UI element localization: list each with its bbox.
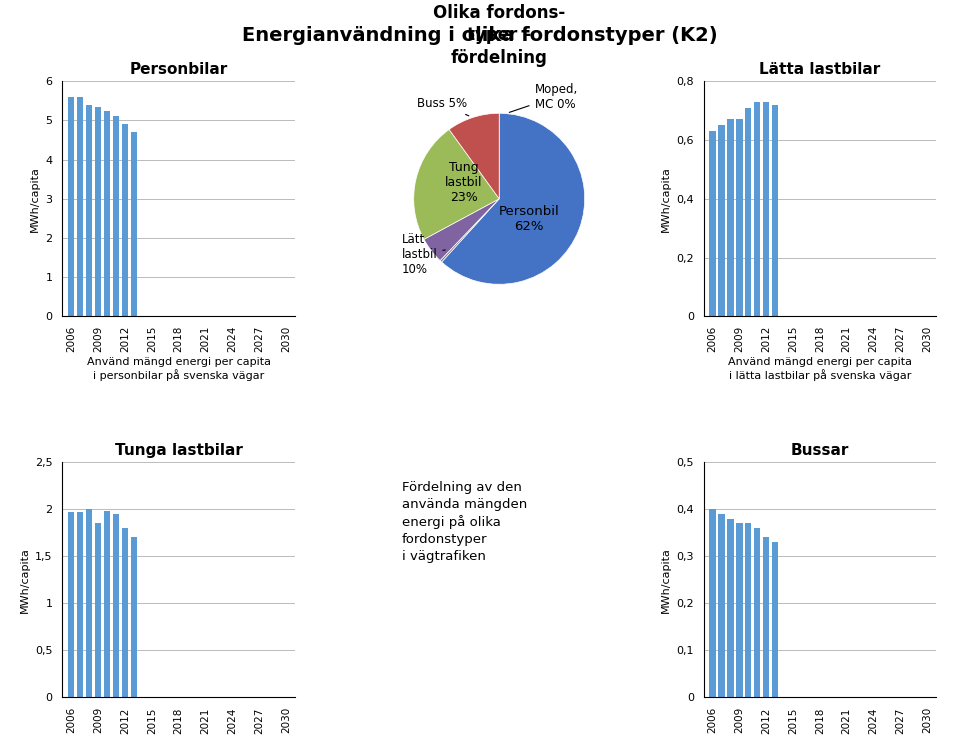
Bar (709, 131, 716, 317)
Bar (122, 528, 128, 697)
Bar (763, 537, 769, 697)
Title: Personbilar: Personbilar (130, 62, 228, 77)
Wedge shape (440, 199, 499, 262)
Bar (728, 519, 733, 697)
Bar (772, 105, 779, 317)
Y-axis label: MWh/capita: MWh/capita (30, 166, 40, 232)
Bar (755, 102, 760, 317)
Text: Buss 5%: Buss 5% (418, 97, 468, 116)
Title: Tunga lastbilar: Tunga lastbilar (114, 444, 243, 458)
Bar (763, 102, 769, 317)
Bar (68, 512, 75, 697)
Bar (77, 97, 84, 317)
Bar (736, 120, 742, 317)
Title: Lätta lastbilar: Lätta lastbilar (759, 62, 880, 77)
Text: Fördelning av den
använda mängden
energi på olika
fordonstyper
i vägtrafiken: Fördelning av den använda mängden energi… (401, 481, 527, 563)
Y-axis label: MWh/capita: MWh/capita (660, 547, 671, 613)
Bar (95, 523, 101, 697)
Text: Energianvändning i olika fordonstyper (K2): Energianvändning i olika fordonstyper (K… (242, 26, 718, 45)
Bar (718, 514, 725, 697)
Bar (68, 97, 75, 317)
Text: Tung
lastbil
23%: Tung lastbil 23% (445, 161, 483, 204)
Bar (736, 523, 742, 697)
Text: Moped,
MC 0%: Moped, MC 0% (509, 83, 578, 112)
Wedge shape (414, 129, 499, 239)
Bar (131, 537, 137, 697)
Bar (113, 117, 119, 317)
Wedge shape (424, 199, 499, 261)
Bar (86, 509, 92, 697)
Bar (709, 509, 716, 697)
Bar (755, 528, 760, 697)
Wedge shape (449, 113, 499, 199)
Bar (77, 512, 84, 697)
Bar (745, 523, 752, 697)
Bar (113, 514, 119, 697)
Bar (745, 108, 752, 317)
Bar (772, 542, 779, 697)
X-axis label: Använd mängd energi per capita
i personbilar på svenska vägar: Använd mängd energi per capita i personb… (86, 356, 271, 381)
Bar (104, 511, 110, 697)
Bar (86, 105, 92, 317)
Y-axis label: MWh/capita: MWh/capita (19, 547, 30, 613)
Bar (95, 107, 101, 317)
Title: Olika fordons-
typer –
fördelning: Olika fordons- typer – fördelning (433, 4, 565, 66)
Bar (131, 132, 137, 317)
Bar (728, 120, 733, 317)
Text: Lätt
lastbil
10%: Lätt lastbil 10% (401, 233, 445, 276)
Bar (122, 124, 128, 317)
Y-axis label: MWh/capita: MWh/capita (660, 166, 671, 232)
Title: Bussar: Bussar (791, 444, 849, 458)
Bar (718, 125, 725, 317)
Wedge shape (442, 113, 585, 284)
Bar (104, 111, 110, 317)
Text: Personbil
62%: Personbil 62% (498, 205, 560, 233)
X-axis label: Använd mängd energi per capita
i lätta lastbilar på svenska vägar: Använd mängd energi per capita i lätta l… (728, 356, 912, 381)
